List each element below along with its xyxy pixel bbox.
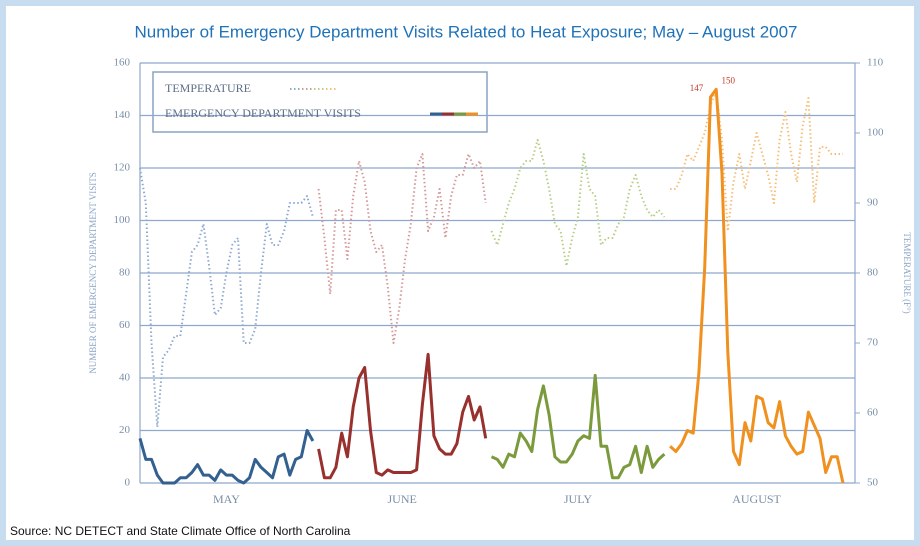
x-tick-label: MAY: [213, 492, 240, 506]
legend-label: TEMPERATURE: [165, 81, 251, 95]
visits-line: [669, 87, 845, 484]
y-tick-label: 100: [114, 214, 131, 226]
y-tick-label: 40: [119, 372, 131, 384]
y2-tick-label: 100: [867, 127, 884, 139]
y2-tick-label: 80: [867, 267, 879, 279]
visits-line: [317, 352, 488, 480]
y2-tick-label: 50: [867, 477, 879, 489]
temperature-line: [317, 153, 487, 344]
y2-tick-label: 110: [867, 57, 884, 69]
legend-label: EMERGENCY DEPARTMENT VISITS: [165, 106, 361, 120]
y-tick-label: 140: [114, 109, 131, 121]
y-tick-label: 80: [119, 267, 131, 279]
legend-box: [152, 71, 488, 133]
chart-title: Number of Emergency Department Visits Re…: [134, 22, 797, 41]
y-tick-label: 120: [114, 162, 131, 174]
temperature-line: [490, 139, 666, 267]
y2-tick-label: 70: [867, 337, 879, 349]
y-tick-label: 0: [125, 477, 131, 489]
y-tick-label: 160: [114, 57, 131, 69]
y-tick-label: 20: [119, 424, 131, 436]
y2-axis-label: TEMPERATURE (F°): [902, 232, 912, 313]
annotation: 147: [690, 83, 704, 93]
source: Source: NC DETECT and State Climate Offi…: [10, 524, 351, 538]
y2-tick-label: 60: [867, 407, 879, 419]
visits-line: [490, 373, 666, 480]
visits-line: [138, 429, 315, 485]
x-tick-label: JULY: [564, 492, 592, 506]
temperature-line: [670, 90, 843, 232]
y2-tick-label: 90: [867, 197, 879, 209]
x-tick-label: JUNE: [388, 492, 417, 506]
y-axis-label: NUMBER OF EMERGENCY DEPARTMENT VISITS: [88, 172, 98, 374]
annotation: 150: [721, 75, 735, 85]
x-tick-label: AUGUST: [732, 492, 781, 506]
y-tick-label: 60: [119, 319, 131, 331]
